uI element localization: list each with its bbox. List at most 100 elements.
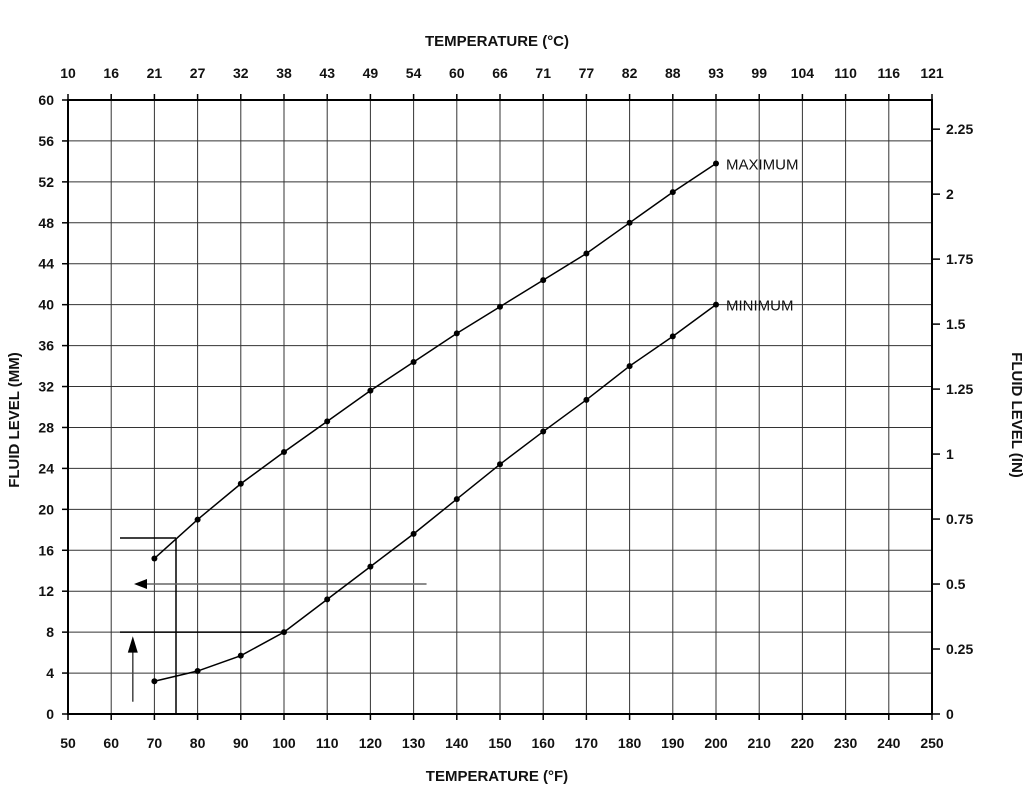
y-right-tick-label: 1.25 xyxy=(946,381,973,397)
x-top-tick-label: 88 xyxy=(665,65,681,81)
x-top-tick-label: 10 xyxy=(60,65,76,81)
maximum-data-point xyxy=(540,277,547,284)
x-top-tick-label: 32 xyxy=(233,65,249,81)
y-left-tick-label: 60 xyxy=(38,92,54,108)
x-bottom-tick-label: 230 xyxy=(834,735,858,751)
x-bottom-tick-label: 220 xyxy=(791,735,815,751)
minimum-data-point xyxy=(669,333,676,340)
y-left-tick-label: 12 xyxy=(38,583,54,599)
x-top-tick-label: 43 xyxy=(319,65,335,81)
minimum-data-point xyxy=(540,428,547,435)
x-top-tick-label: 54 xyxy=(406,65,422,81)
y-right-tick-label: 0.5 xyxy=(946,576,966,592)
x-top-tick-label: 110 xyxy=(834,65,857,81)
minimum-data-point xyxy=(367,563,374,570)
y-right-tick-label: 2 xyxy=(946,186,954,202)
y-right-tick-label: 2.25 xyxy=(946,121,973,137)
x-top-tick-label: 27 xyxy=(190,65,206,81)
maximum-data-point xyxy=(453,330,460,337)
y-right-tick-label: 0 xyxy=(946,706,954,722)
x-bottom-tick-label: 130 xyxy=(402,735,426,751)
y-left-tick-label: 40 xyxy=(38,297,54,313)
x-top-tick-label: 21 xyxy=(147,65,163,81)
x-bottom-tick-label: 160 xyxy=(532,735,556,751)
minimum-data-point xyxy=(281,629,287,636)
annotation-guides xyxy=(120,537,427,714)
x-bottom-tick-label: 240 xyxy=(877,735,901,751)
x-top-tick-label: 121 xyxy=(920,65,944,81)
minimum-data-point xyxy=(194,668,201,675)
y-right-axis-title: FLUID LEVEL (IN) xyxy=(1008,352,1024,478)
top-tick-labels: 10 16 21 27 32 38 43 49 54 60 66 71 77 82 88 93 99 104 110… xyxy=(60,65,944,100)
x-top-tick-label: 49 xyxy=(363,65,379,81)
minimum-data-point xyxy=(453,496,460,503)
x-bottom-tick-label: 120 xyxy=(359,735,383,751)
minimum-series-line xyxy=(154,304,717,682)
y-right-tick-label: 0.25 xyxy=(946,641,973,657)
maximum-data-point xyxy=(151,555,158,562)
y-left-tick-label: 24 xyxy=(38,460,54,476)
x-top-tick-label: 60 xyxy=(449,65,465,81)
x-top-tick-label: 16 xyxy=(103,65,119,81)
right-tick-labels: 0 0.25 0.5 0.75 1 1.25 1.5 1.75 2 2.25 xyxy=(932,121,973,722)
y-left-axis-title: FLUID LEVEL (MM) xyxy=(6,352,23,488)
y-left-tick-label: 44 xyxy=(38,256,54,272)
left-arrow-head xyxy=(134,579,147,590)
y-left-tick-label: 4 xyxy=(46,665,54,681)
x-top-tick-label: 38 xyxy=(276,65,292,81)
y-right-tick-label: 1 xyxy=(946,446,954,462)
maximum-data-point xyxy=(497,303,503,310)
minimum-data-point xyxy=(410,530,417,537)
y-left-tick-label: 0 xyxy=(46,706,54,722)
x-bottom-tick-label: 100 xyxy=(272,735,296,751)
x-bottom-tick-label: 150 xyxy=(488,735,512,751)
maximum-data-point xyxy=(194,516,201,523)
maximum-series-line xyxy=(153,162,717,560)
maximum-data-point xyxy=(626,219,633,226)
maximum-data-point xyxy=(324,418,331,425)
y-right-tick-label: 0.75 xyxy=(946,511,973,527)
minimum-data-point xyxy=(626,363,633,370)
minimum-data-point xyxy=(713,301,719,308)
x-bottom-tick-label: 140 xyxy=(445,735,469,751)
maximum-data-point xyxy=(583,250,590,257)
x-bottom-tick-label: 80 xyxy=(190,735,206,751)
x-bottom-tick-label: 210 xyxy=(748,735,772,751)
x-bottom-tick-label: 90 xyxy=(233,735,249,751)
x-bottom-tick-label: 110 xyxy=(316,735,339,751)
x-top-tick-label: 93 xyxy=(708,65,724,81)
bottom-tick-labels: 50 60 70 80 90 100 110 120 130 140 150 160 170 180 190… xyxy=(60,714,944,751)
x-bottom-tick-label: 60 xyxy=(103,735,119,751)
minimum-series-label: MINIMUM xyxy=(726,298,794,315)
maximum-data-point xyxy=(281,449,287,456)
x-bottom-tick-label: 70 xyxy=(147,735,163,751)
x-bottom-tick-label: 250 xyxy=(920,735,944,751)
minimum-data-point xyxy=(237,652,244,659)
y-left-tick-label: 48 xyxy=(38,215,54,231)
y-left-tick-label: 28 xyxy=(38,419,54,435)
x-bottom-tick-label: 180 xyxy=(618,735,642,751)
maximum-data-point xyxy=(713,160,719,167)
maximum-data-point xyxy=(669,189,676,196)
y-left-tick-label: 36 xyxy=(38,338,54,354)
x-top-tick-label: 77 xyxy=(579,65,595,81)
minimum-data-point xyxy=(151,678,158,685)
series-lines: MAXIMUM MINIMUM xyxy=(151,156,799,685)
x-top-axis-title: TEMPERATURE (°C) xyxy=(425,33,569,50)
x-bottom-tick-label: 170 xyxy=(575,735,599,751)
y-left-tick-label: 16 xyxy=(38,542,54,558)
maximum-data-point xyxy=(237,480,244,487)
x-top-tick-label: 82 xyxy=(622,65,638,81)
grid-lines xyxy=(67,99,933,715)
maximum-data-point xyxy=(367,387,374,394)
x-bottom-tick-label: 200 xyxy=(704,735,728,751)
x-bottom-tick-label: 50 xyxy=(60,735,76,751)
maximum-data-point xyxy=(410,358,417,365)
x-top-tick-label: 71 xyxy=(535,65,551,81)
y-left-tick-label: 32 xyxy=(38,379,54,395)
x-top-tick-label: 116 xyxy=(878,65,901,81)
x-bottom-tick-label: 190 xyxy=(661,735,685,751)
up-arrow-head xyxy=(127,636,138,653)
